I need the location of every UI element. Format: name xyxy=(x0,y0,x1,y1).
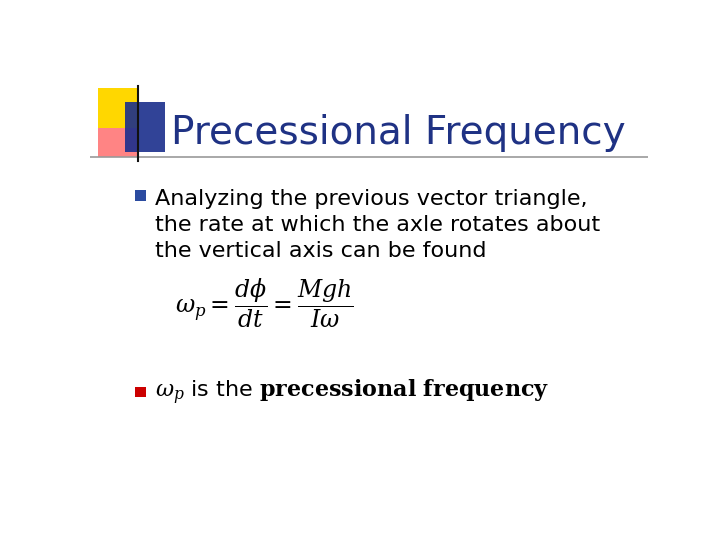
Bar xyxy=(135,387,145,397)
Bar xyxy=(98,117,138,157)
Text: the rate at which the axle rotates about: the rate at which the axle rotates about xyxy=(155,215,600,235)
Text: Precessional Frequency: Precessional Frequency xyxy=(171,113,626,152)
Text: Analyzing the previous vector triangle,: Analyzing the previous vector triangle, xyxy=(155,189,588,209)
Bar xyxy=(135,190,145,201)
Bar xyxy=(125,102,165,152)
Text: $\omega_p$ is the $\mathbf{precessional\ frequency}$: $\omega_p$ is the $\mathbf{precessional\… xyxy=(155,377,549,407)
Text: the vertical axis can be found: the vertical axis can be found xyxy=(155,241,487,261)
Bar xyxy=(98,88,138,128)
Text: $\omega_p = \dfrac{d\phi}{dt} = \dfrac{Mgh}{I\omega}$: $\omega_p = \dfrac{d\phi}{dt} = \dfrac{M… xyxy=(175,277,354,330)
